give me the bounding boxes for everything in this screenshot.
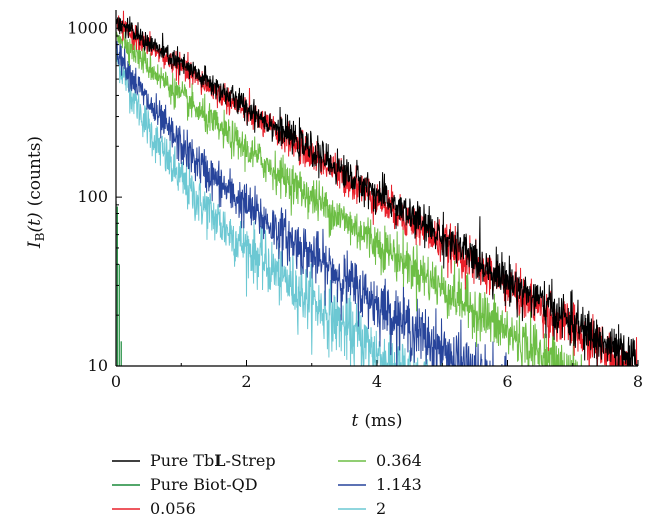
legend-label: 2 — [376, 499, 386, 518]
legend-item-1-143: 1.143 — [338, 475, 422, 494]
series-0-364 — [116, 31, 604, 366]
y-axis-label: IB(t)(counts) — [25, 136, 47, 249]
x-tick-label: 4 — [372, 372, 382, 391]
series-pure-tbl-strep — [116, 16, 638, 366]
legend-label: 0.364 — [376, 451, 422, 470]
legend-item-2: 2 — [338, 499, 386, 518]
x-tick-label: 6 — [502, 372, 512, 391]
series-2 — [116, 47, 453, 366]
series-layer — [116, 10, 638, 366]
legend: Pure TbL-Strep Pure Biot-QD 0.056 0.364 1.14… — [112, 451, 422, 518]
y-tick-label: 100 — [77, 187, 108, 206]
legend-item-0-056: 0.056 — [112, 499, 196, 518]
x-tick-label: 8 — [633, 372, 643, 391]
legend-label: Pure TbL-Strep — [150, 451, 276, 470]
x-tick-label: 2 — [241, 372, 251, 391]
legend-item-0-364: 0.364 — [338, 451, 422, 470]
y-tick-label: 10 — [88, 356, 108, 375]
series-1-143 — [116, 36, 507, 366]
series-pure-biot-qd — [116, 200, 122, 366]
legend-item-pure-tbl-strep: Pure TbL-Strep — [112, 451, 276, 470]
legend-label: 0.056 — [150, 499, 196, 518]
legend-item-pure-biot-qd: Pure Biot-QD — [112, 475, 258, 494]
legend-label: 1.143 — [376, 475, 422, 494]
y-tick-label: 1000 — [67, 18, 108, 37]
legend-label: Pure Biot-QD — [150, 475, 258, 494]
x-tick-label: 0 — [111, 372, 121, 391]
axes-layer: 0 2 4 6 8 10 100 1000 — [67, 10, 643, 391]
x-axis-label: t (ms) — [352, 411, 403, 431]
